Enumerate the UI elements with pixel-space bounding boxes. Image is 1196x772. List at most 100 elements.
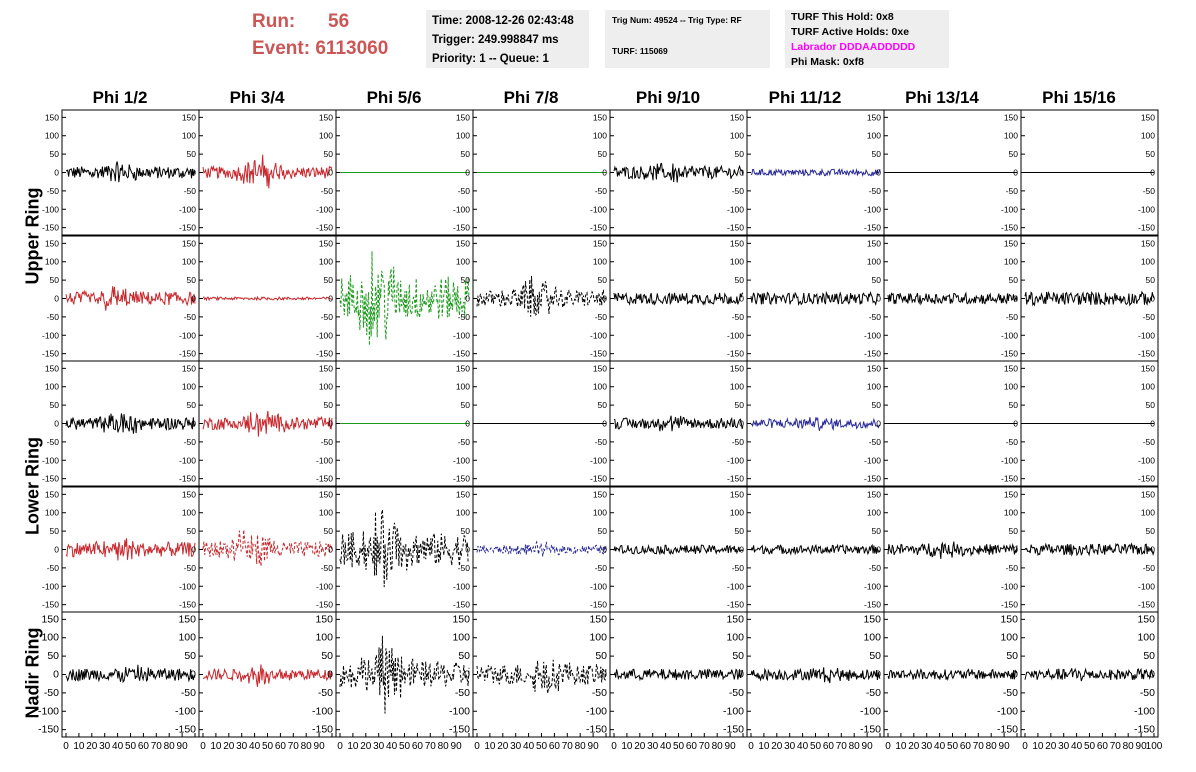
x-tick-label: 0 — [885, 741, 891, 752]
x-tick-label: 30 — [373, 741, 385, 752]
y-tick-label: 100 — [182, 131, 196, 141]
x-tick-label: 20 — [223, 741, 235, 752]
y-tick-label: -150 — [864, 474, 881, 484]
x-tick-label: 40 — [797, 741, 809, 752]
x-tick-label: 20 — [1045, 741, 1057, 752]
y-tick-label: 50 — [1146, 149, 1156, 159]
y-tick-label: 0 — [191, 419, 196, 429]
y-tick-label: -150 — [312, 724, 333, 736]
y-tick-label: -100 — [864, 330, 881, 340]
y-tick-label: -50 — [869, 563, 882, 573]
y-tick-label: 150 — [45, 489, 59, 499]
waveform-line — [887, 291, 1018, 306]
x-tick-label: 80 — [575, 741, 587, 752]
y-tick-label: -50 — [595, 186, 608, 196]
x-tick-label: 10 — [73, 741, 85, 752]
x-tick-label: 10 — [484, 741, 496, 752]
y-tick-label: -50 — [869, 312, 882, 322]
turf-info-box: TURF This Hold: 0x8 TURF Active Holds: 0… — [785, 10, 949, 68]
x-tick-label: 10 — [210, 741, 222, 752]
y-tick-label: -50 — [321, 186, 334, 196]
column-header: Phi 15/16 — [1042, 88, 1116, 107]
y-tick-label: 100 — [319, 131, 333, 141]
x-tick-label: 40 — [386, 741, 398, 752]
y-tick-label: 150 — [45, 112, 59, 122]
y-tick-label: 150 — [319, 489, 333, 499]
y-tick-label: -50 — [1143, 437, 1156, 447]
x-tick-label: 60 — [138, 741, 150, 752]
y-tick-label: -150 — [316, 474, 333, 484]
waveform-line — [613, 544, 744, 556]
waveform-line — [613, 162, 744, 183]
panel-frame — [335, 486, 474, 613]
column-header: Phi 5/6 — [366, 88, 422, 107]
y-tick-label: -50 — [458, 563, 471, 573]
y-tick-label: -50 — [732, 563, 745, 573]
y-tick-label: 100 — [863, 632, 881, 644]
y-tick-label: 100 — [45, 382, 59, 392]
x-tick-label: 20 — [360, 741, 372, 752]
waveform-line — [65, 664, 196, 684]
y-tick-label: -150 — [449, 724, 470, 736]
y-tick-label: -100 — [38, 705, 59, 717]
y-tick-label: 100 — [1137, 632, 1155, 644]
y-tick-label: 150 — [1004, 489, 1018, 499]
panel-frame — [61, 235, 200, 362]
y-tick-label: 0 — [191, 294, 196, 304]
y-tick-label: -100 — [179, 581, 196, 591]
y-tick-label: -100 — [179, 455, 196, 465]
y-tick-label: 150 — [867, 489, 881, 499]
y-tick-label: 100 — [867, 508, 881, 518]
y-tick-label: -150 — [1134, 724, 1155, 736]
y-tick-label: -150 — [453, 600, 470, 610]
trig-info-box: Trig Num: 49524 -- Trig Type: RF TURF: 1… — [605, 10, 770, 68]
y-tick-label: -150 — [1001, 600, 1018, 610]
y-tick-label: -100 — [42, 204, 59, 214]
x-tick-label: 60 — [960, 741, 972, 752]
y-tick-label: -150 — [179, 474, 196, 484]
y-tick-label: 0 — [1012, 669, 1018, 681]
y-tick-label: 0 — [876, 419, 881, 429]
y-tick-label: 150 — [1141, 489, 1155, 499]
x-tick-label: 30 — [1058, 741, 1070, 752]
waveform-line — [887, 541, 1018, 559]
x-tick-label: 20 — [497, 741, 509, 752]
x-tick-label: 30 — [99, 741, 111, 752]
x-tick-label: 0 — [1022, 741, 1028, 752]
y-tick-label: -100 — [316, 455, 333, 465]
y-tick-label: 0 — [465, 545, 470, 555]
y-tick-label: 100 — [319, 257, 333, 267]
y-tick-label: -50 — [458, 437, 471, 447]
y-tick-label: 0 — [1150, 168, 1155, 178]
y-tick-label: -50 — [1143, 186, 1156, 196]
turf-active-holds-text: TURF Active Holds: 0xe — [791, 26, 910, 38]
y-tick-label: -50 — [732, 186, 745, 196]
y-tick-label: -50 — [455, 687, 470, 699]
y-tick-label: 50 — [872, 275, 882, 285]
y-tick-label: -50 — [181, 687, 196, 699]
waveform-line — [65, 286, 196, 311]
x-tick-label: 40 — [112, 741, 124, 752]
y-tick-label: -50 — [869, 186, 882, 196]
x-tick-label: 0 — [200, 741, 206, 752]
y-tick-label: -100 — [179, 204, 196, 214]
y-tick-label: -50 — [729, 687, 744, 699]
y-tick-label: -100 — [1001, 204, 1018, 214]
y-tick-label: 150 — [1141, 112, 1155, 122]
y-tick-label: 50 — [598, 526, 608, 536]
waveform-line — [339, 635, 470, 714]
waveform-line — [202, 529, 333, 567]
y-tick-label: 0 — [875, 669, 881, 681]
y-tick-label: 150 — [41, 613, 59, 625]
x-tick-label: 60 — [1097, 741, 1109, 752]
x-tick-label: 90 — [314, 741, 326, 752]
y-tick-label: -150 — [860, 724, 881, 736]
y-tick-label: -100 — [316, 581, 333, 591]
priority-text: Priority: 1 -- Queue: 1 — [432, 53, 549, 65]
y-tick-label: 150 — [730, 112, 744, 122]
y-tick-label: 100 — [315, 632, 333, 644]
y-tick-label: -100 — [453, 581, 470, 591]
y-tick-label: -100 — [727, 330, 744, 340]
waveform-line — [202, 664, 333, 687]
y-tick-label: 50 — [324, 149, 334, 159]
